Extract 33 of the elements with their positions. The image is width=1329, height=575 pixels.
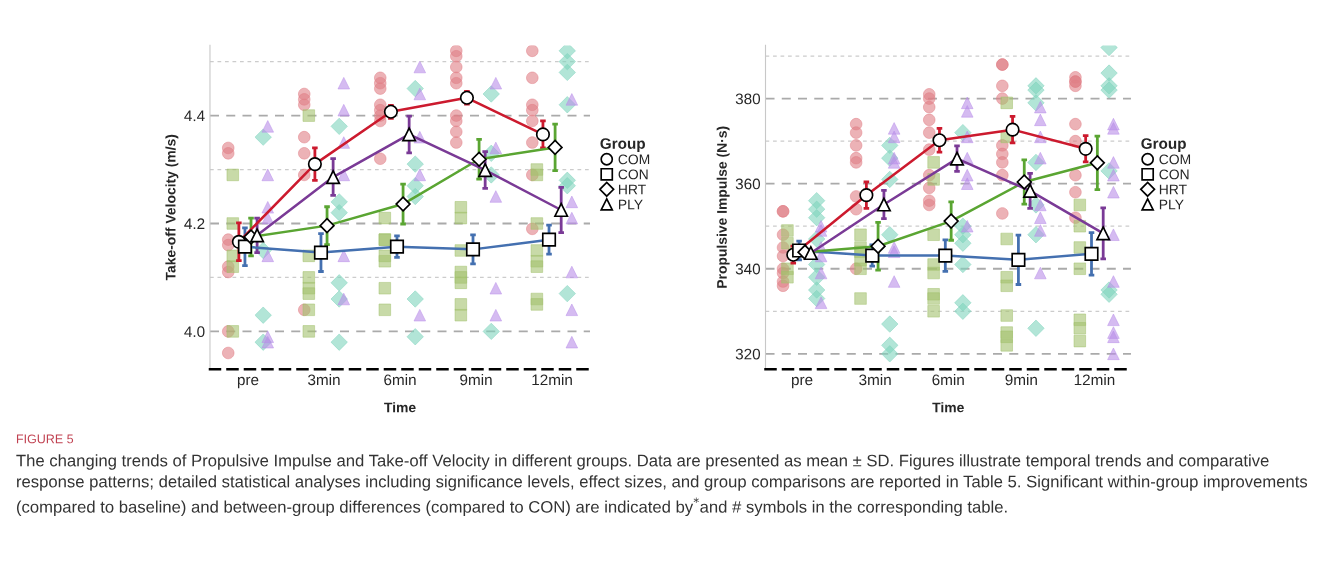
x-axis-title: Time <box>932 402 964 413</box>
legend-title: Group <box>600 138 645 152</box>
x-tick-label: 9min <box>460 374 492 386</box>
legend-label: PLY <box>1159 199 1184 210</box>
y-tick-label: 320 <box>735 348 761 360</box>
y-tick-label: 380 <box>735 93 761 105</box>
y-tick-label: 4.2 <box>184 218 205 230</box>
legend-label: PLY <box>618 199 643 210</box>
y-tick-label: 360 <box>735 178 761 190</box>
x-tick-label: pre <box>237 376 259 389</box>
legend-label: CON <box>1159 169 1189 180</box>
y-tick-label: 4.4 <box>184 110 205 122</box>
legend-label: COM <box>618 154 650 165</box>
x-tick-label: 6min <box>384 374 416 386</box>
y-tick-label: 340 <box>735 263 761 275</box>
x-tick-label: 6min <box>932 374 964 386</box>
legend-label: COM <box>1159 154 1191 165</box>
y-axis-title: Propulsive Impulse (N·s) <box>716 126 730 288</box>
text: The changing trends of Propulsive Impulse and Take-off Velocity in different groups. Data are presented as mean ± SD. Figures illustrate temporal trends and comparative response patterns; detailed statistical analyses including significance levels, effect sizes, and group comparisons are reported in Table 5. Significant within-group improvements (compared to baseline) and between-group differences (compared to CON) are indicated by$^{*}$and # symbols in the corresponding table. <box>16 454 1308 517</box>
legend-label: HRT <box>618 184 646 195</box>
x-tick-label: 3min <box>859 374 891 386</box>
x-axis-title: Time <box>384 402 416 413</box>
x-tick-label: 12min <box>1074 374 1115 386</box>
legend-label: HRT <box>1159 184 1187 195</box>
x-tick-label: pre <box>792 376 813 389</box>
x-tick-label: 3min <box>308 374 340 386</box>
legend-label: CON <box>618 169 648 180</box>
x-tick-label: 9min <box>1005 374 1037 386</box>
legend-title: Group <box>1141 138 1186 152</box>
caption: FIGURE 5 <box>16 434 74 444</box>
y-tick-label: 4.0 <box>184 326 205 338</box>
y-axis-title: Take-off Velocity (m/s) <box>165 134 179 281</box>
x-tick-label: 12min <box>532 374 572 386</box>
